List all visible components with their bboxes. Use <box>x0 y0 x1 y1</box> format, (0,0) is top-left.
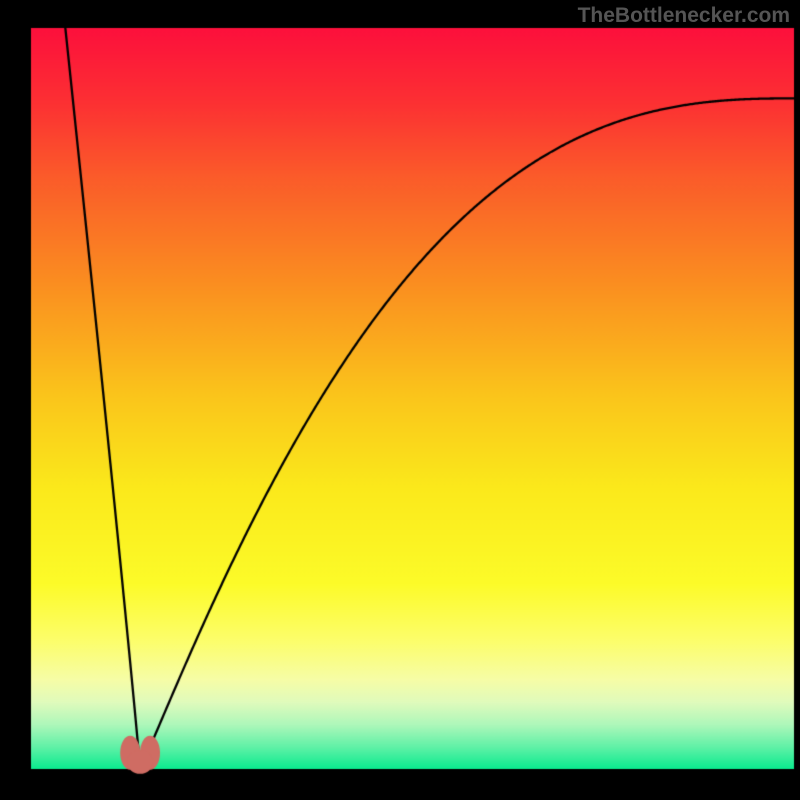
bottleneck-chart-canvas <box>0 0 800 800</box>
watermark-text: TheBottlenecker.com <box>578 4 790 28</box>
chart-container: TheBottlenecker.com <box>0 0 800 800</box>
